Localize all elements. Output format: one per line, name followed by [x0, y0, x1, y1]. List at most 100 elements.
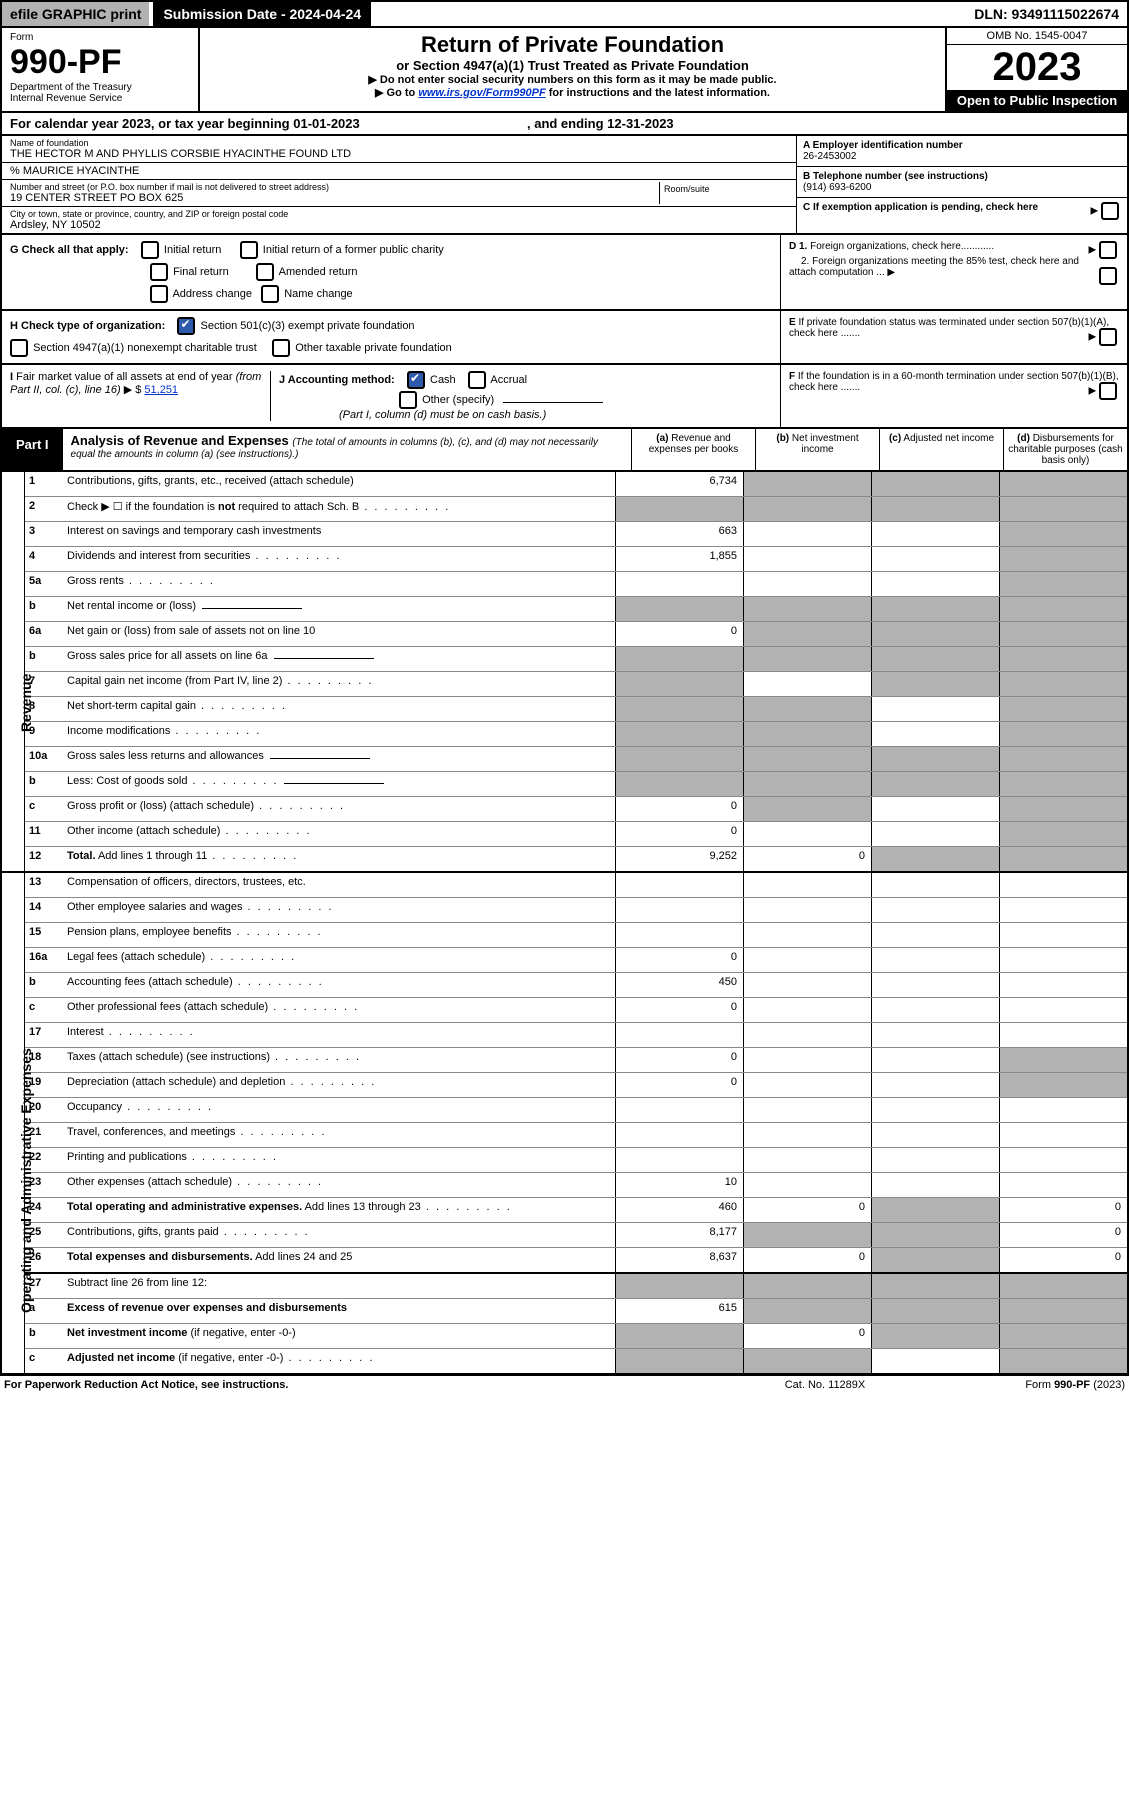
amount-col-b — [743, 1274, 871, 1298]
amount-col-b — [743, 622, 871, 646]
table-row: bGross sales price for all assets on lin… — [25, 647, 1127, 672]
amount-col-c — [871, 873, 999, 897]
amount-col-c — [871, 847, 999, 871]
foreign-org-checkbox[interactable] — [1099, 241, 1117, 259]
amount-col-a — [615, 898, 743, 922]
line-description: Net rental income or (loss) — [63, 597, 615, 621]
amount-col-b — [743, 923, 871, 947]
amount-col-b — [743, 497, 871, 521]
dept-irs: Internal Revenue Service — [10, 93, 190, 104]
amount-col-c — [871, 1173, 999, 1197]
name-change-checkbox[interactable] — [261, 285, 279, 303]
amount-col-a: 0 — [615, 797, 743, 821]
amount-col-d — [999, 672, 1127, 696]
line-number: c — [25, 1349, 63, 1373]
cash-checkbox[interactable] — [407, 371, 425, 389]
irs-link[interactable]: www.irs.gov/Form990PF — [418, 87, 545, 99]
table-row: 7Capital gain net income (from Part IV, … — [25, 672, 1127, 697]
line-number: 12 — [25, 847, 63, 871]
amount-col-d — [999, 973, 1127, 997]
table-row: 15Pension plans, employee benefits — [25, 923, 1127, 948]
form-number: 990-PF — [10, 43, 190, 82]
amount-col-b — [743, 772, 871, 796]
501c3-checkbox[interactable] — [177, 317, 195, 335]
line-number: 2 — [25, 497, 63, 521]
line-description: Income modifications — [63, 722, 615, 746]
amount-col-b — [743, 1349, 871, 1373]
ssn-note: ▶ Do not enter social security numbers o… — [208, 73, 937, 86]
table-row: 10aGross sales less returns and allowanc… — [25, 747, 1127, 772]
part1-title: Analysis of Revenue and Expenses — [71, 433, 293, 448]
line-description: Capital gain net income (from Part IV, l… — [63, 672, 615, 696]
line-number: 11 — [25, 822, 63, 846]
amended-return-checkbox[interactable] — [256, 263, 274, 281]
terminated-checkbox[interactable] — [1099, 328, 1117, 346]
amount-col-c — [871, 1223, 999, 1247]
efile-label[interactable]: efile GRAPHIC print — [2, 2, 149, 26]
amount-col-d — [999, 1173, 1127, 1197]
amount-col-d — [999, 622, 1127, 646]
4947-checkbox[interactable] — [10, 339, 28, 357]
final-return-checkbox[interactable] — [150, 263, 168, 281]
line-description: Net gain or (loss) from sale of assets n… — [63, 622, 615, 646]
amount-col-a: 460 — [615, 1198, 743, 1222]
amount-col-c — [871, 898, 999, 922]
e-terminated: E E If private foundation status was ter… — [780, 311, 1127, 363]
fmv-value[interactable]: 51,251 — [144, 384, 178, 396]
form-footer: For Paperwork Reduction Act Notice, see … — [0, 1375, 1129, 1394]
line-description: Less: Cost of goods sold — [63, 772, 615, 796]
d1-foreign-org: D 1. D 1. Foreign organizations, check h… — [789, 241, 1119, 252]
col-a-header: (a) Revenue and expenses per books — [631, 429, 755, 470]
line-description: Interest on savings and temporary cash i… — [63, 522, 615, 546]
address-change-checkbox[interactable] — [150, 285, 168, 303]
amount-col-b — [743, 973, 871, 997]
amount-col-c — [871, 1048, 999, 1072]
other-method-checkbox[interactable] — [399, 391, 417, 409]
accrual-checkbox[interactable] — [468, 371, 486, 389]
line-description: Net investment income (if negative, ente… — [63, 1324, 615, 1348]
paperwork-notice: For Paperwork Reduction Act Notice, see … — [4, 1379, 725, 1391]
col-b-header: (b) Net investment income — [755, 429, 879, 470]
line-description: Contributions, gifts, grants, etc., rece… — [63, 472, 615, 496]
amount-col-d — [999, 923, 1127, 947]
amount-col-c — [871, 722, 999, 746]
table-row: 23Other expenses (attach schedule)10 — [25, 1173, 1127, 1198]
amount-col-c — [871, 522, 999, 546]
line-description: Gross sales less returns and allowances — [63, 747, 615, 771]
amount-col-c — [871, 672, 999, 696]
amount-col-b — [743, 998, 871, 1022]
table-row: 21Travel, conferences, and meetings — [25, 1123, 1127, 1148]
amount-col-a: 10 — [615, 1173, 743, 1197]
form-word: Form — [10, 32, 190, 43]
line-number: 1 — [25, 472, 63, 496]
amount-col-b — [743, 747, 871, 771]
amount-col-b: 0 — [743, 847, 871, 871]
other-taxable-checkbox[interactable] — [272, 339, 290, 357]
expenses-section: Operating and Administrative Expenses 13… — [0, 873, 1129, 1375]
amount-col-b — [743, 873, 871, 897]
amount-col-b — [743, 1299, 871, 1323]
table-row: bNet investment income (if negative, ent… — [25, 1324, 1127, 1349]
amount-col-a — [615, 572, 743, 596]
former-return-checkbox[interactable] — [240, 241, 258, 259]
line-description: Total. Add lines 1 through 11 — [63, 847, 615, 871]
60month-checkbox[interactable] — [1099, 382, 1117, 400]
amount-col-b: 0 — [743, 1324, 871, 1348]
exemption-pending-checkbox[interactable] — [1101, 202, 1119, 220]
revenue-side-label: Revenue — [18, 674, 34, 732]
table-row: 26Total expenses and disbursements. Add … — [25, 1248, 1127, 1274]
initial-return-checkbox[interactable] — [141, 241, 159, 259]
line-description: Total expenses and disbursements. Add li… — [63, 1248, 615, 1272]
amount-col-a: 6,734 — [615, 472, 743, 496]
amount-col-a: 9,252 — [615, 847, 743, 871]
foreign-85-checkbox[interactable] — [1099, 267, 1117, 285]
amount-col-a — [615, 873, 743, 897]
amount-col-b — [743, 1123, 871, 1147]
table-row: 12Total. Add lines 1 through 119,2520 — [25, 847, 1127, 871]
amount-col-a — [615, 672, 743, 696]
line-number: 6a — [25, 622, 63, 646]
amount-col-d — [999, 722, 1127, 746]
amount-col-b: 0 — [743, 1198, 871, 1222]
form-title: Return of Private Foundation — [208, 32, 937, 58]
table-row: cAdjusted net income (if negative, enter… — [25, 1349, 1127, 1373]
